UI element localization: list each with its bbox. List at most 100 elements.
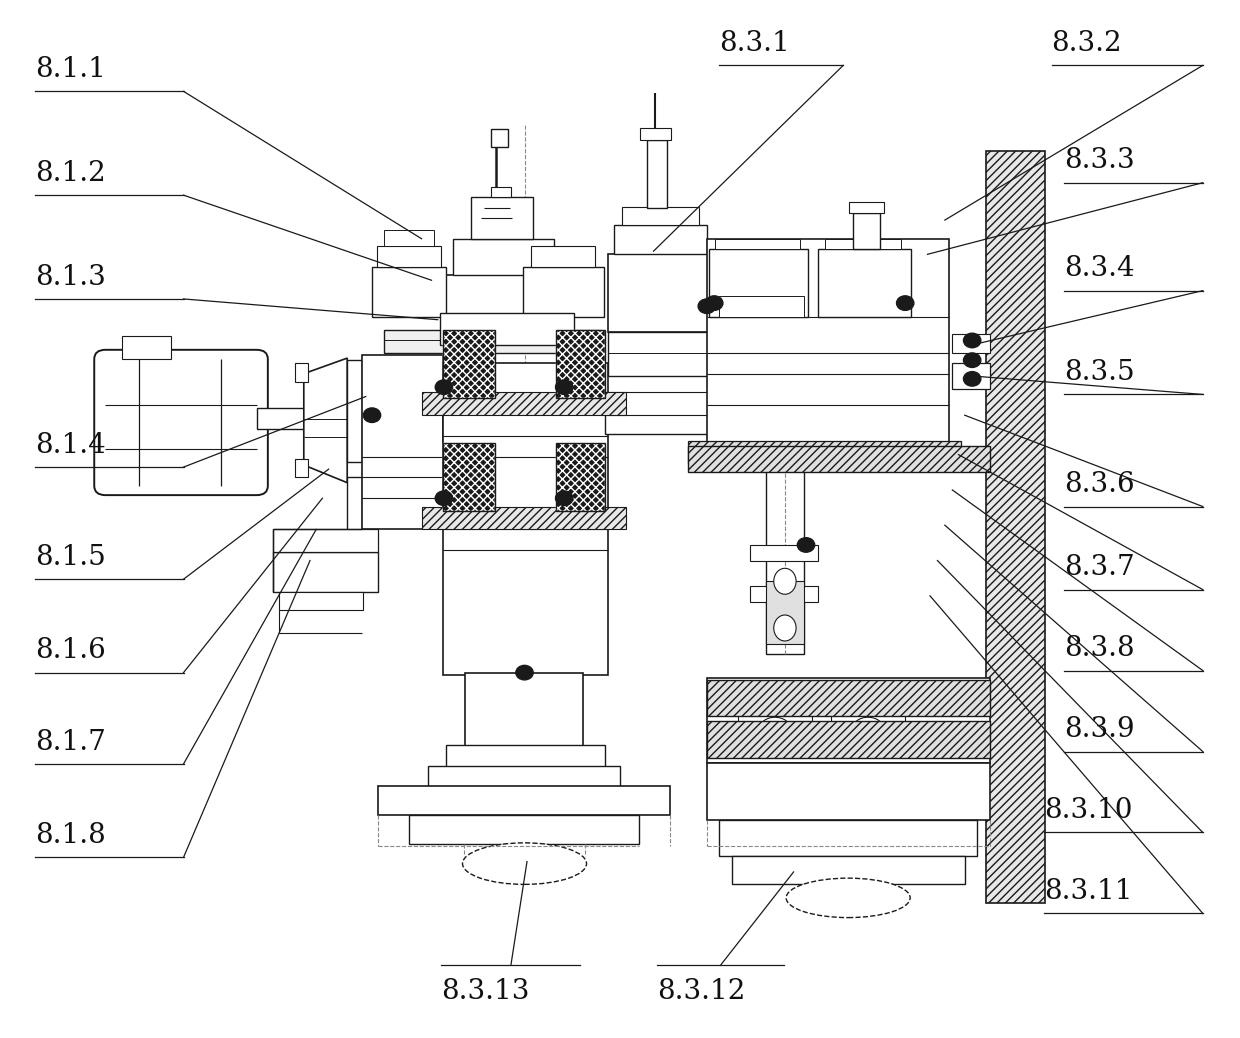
Bar	[986, 151, 1045, 903]
Bar	[384, 330, 601, 353]
Ellipse shape	[774, 614, 796, 641]
Circle shape	[797, 538, 815, 552]
Circle shape	[698, 299, 715, 313]
Bar	[422, 392, 626, 415]
Bar	[295, 363, 308, 382]
Text: 8.3.13: 8.3.13	[441, 978, 529, 1005]
Bar	[707, 680, 990, 716]
Text: 8.1.4: 8.1.4	[35, 432, 105, 459]
Text: 8.3.3: 8.3.3	[1064, 147, 1135, 174]
Bar	[377, 246, 441, 267]
Bar	[372, 267, 446, 317]
Bar	[378, 786, 670, 815]
Bar	[707, 678, 990, 763]
Bar	[556, 443, 605, 511]
Circle shape	[706, 296, 723, 310]
Bar	[491, 187, 511, 197]
Bar	[422, 507, 626, 529]
Bar	[608, 332, 713, 376]
Bar	[605, 392, 717, 415]
Circle shape	[363, 408, 381, 422]
Bar	[614, 225, 707, 254]
Text: 8.1.8: 8.1.8	[35, 822, 105, 849]
Bar	[556, 330, 605, 398]
Bar	[440, 313, 574, 345]
Text: 8.3.6: 8.3.6	[1064, 471, 1135, 498]
Bar	[952, 363, 990, 389]
Circle shape	[516, 665, 533, 680]
Circle shape	[963, 372, 981, 386]
Text: 8.3.9: 8.3.9	[1064, 716, 1135, 743]
Bar	[465, 673, 583, 747]
Bar	[491, 129, 508, 147]
Bar	[766, 467, 804, 654]
Bar	[409, 815, 639, 844]
Bar	[647, 140, 667, 208]
Circle shape	[435, 380, 453, 394]
Bar	[622, 207, 699, 225]
Circle shape	[556, 380, 573, 394]
Bar	[453, 239, 554, 275]
Text: 8.1.7: 8.1.7	[35, 729, 105, 756]
FancyBboxPatch shape	[94, 350, 268, 495]
Bar	[257, 408, 304, 429]
Bar	[273, 552, 378, 592]
Circle shape	[963, 333, 981, 348]
Bar	[738, 708, 812, 749]
Bar	[952, 334, 990, 353]
Bar	[750, 586, 818, 602]
Bar	[362, 355, 443, 529]
Bar	[688, 446, 990, 472]
Bar	[707, 721, 990, 758]
Bar	[523, 267, 604, 317]
Bar	[273, 529, 378, 552]
Bar	[766, 581, 804, 644]
Bar	[825, 239, 901, 249]
Bar	[719, 296, 804, 317]
Bar	[443, 330, 495, 398]
Bar	[446, 745, 605, 768]
Text: 8.3.1: 8.3.1	[719, 30, 790, 57]
Bar	[295, 459, 308, 477]
Circle shape	[897, 296, 914, 310]
Bar	[443, 275, 567, 332]
Bar	[707, 763, 990, 820]
Text: 8.3.2: 8.3.2	[1052, 30, 1122, 57]
Circle shape	[435, 491, 453, 506]
Bar	[556, 443, 605, 511]
Text: 8.3.8: 8.3.8	[1064, 635, 1135, 662]
Text: 8.3.7: 8.3.7	[1064, 554, 1135, 581]
Bar	[531, 246, 595, 267]
Text: 8.3.5: 8.3.5	[1064, 359, 1135, 386]
Bar	[719, 820, 977, 856]
Text: 8.1.1: 8.1.1	[35, 56, 105, 83]
Text: 8.1.3: 8.1.3	[35, 264, 105, 291]
Text: 8.3.4: 8.3.4	[1064, 255, 1135, 282]
Polygon shape	[304, 358, 347, 483]
Bar	[556, 330, 605, 398]
Bar	[347, 360, 362, 462]
Bar	[471, 197, 533, 239]
Bar	[853, 213, 880, 249]
Bar	[849, 202, 884, 213]
Bar	[122, 336, 171, 359]
Circle shape	[963, 353, 981, 367]
Ellipse shape	[774, 568, 796, 594]
Bar	[831, 708, 905, 749]
Bar	[715, 239, 800, 249]
Bar	[443, 330, 495, 398]
Bar	[443, 363, 608, 675]
Text: 8.1.2: 8.1.2	[35, 160, 105, 187]
Bar	[640, 128, 671, 140]
Text: 8.3.12: 8.3.12	[657, 978, 745, 1005]
Text: 8.1.5: 8.1.5	[35, 544, 105, 571]
Bar	[428, 766, 620, 789]
Ellipse shape	[463, 843, 587, 884]
Bar	[443, 443, 495, 511]
Bar	[818, 249, 911, 317]
Ellipse shape	[759, 717, 791, 740]
Bar	[384, 230, 434, 246]
Circle shape	[556, 491, 573, 506]
Bar	[688, 441, 961, 464]
Bar	[709, 249, 808, 317]
